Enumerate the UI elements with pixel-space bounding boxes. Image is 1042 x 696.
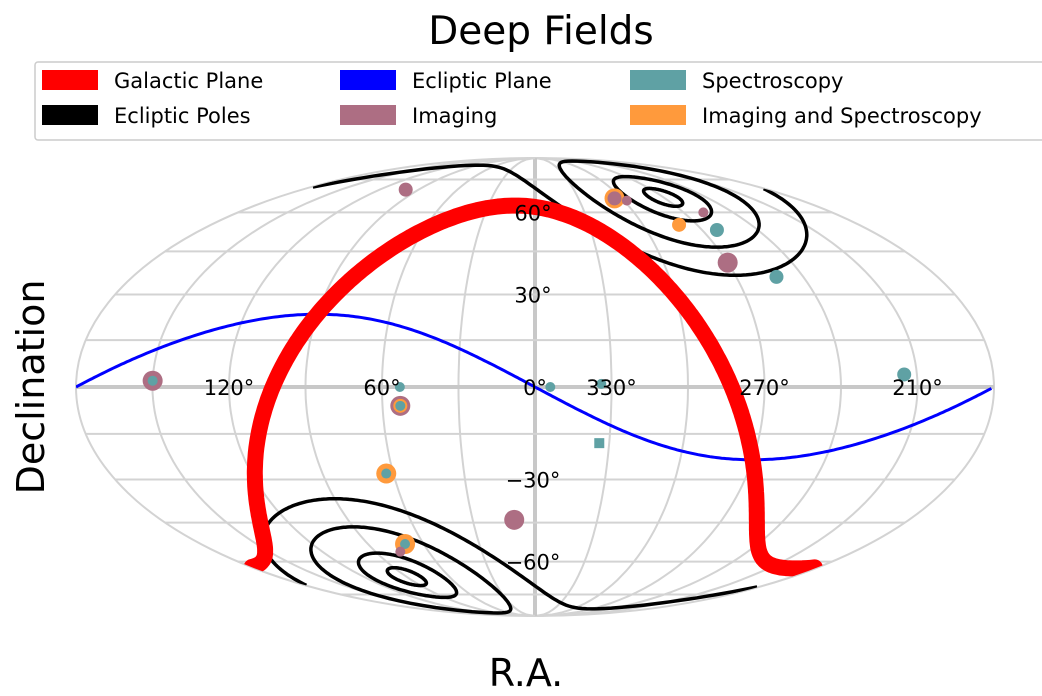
data-point-spectro [709, 223, 724, 238]
x-axis-label: R.A. [489, 651, 564, 695]
data-point-img_spec [672, 217, 687, 232]
data-point-spectro [394, 382, 405, 392]
legend-label-ecl_poles: Ecliptic Poles [114, 104, 251, 128]
ecliptic-pole-contour [611, 174, 714, 223]
galactic-plane-line [243, 197, 823, 577]
legend-swatch-img_spec [630, 105, 686, 125]
legend-swatch-ecliptic [340, 70, 396, 90]
legend-swatch-ecl_poles [42, 105, 98, 125]
data-point-spectro [147, 375, 158, 386]
data-point-spectro [395, 400, 406, 411]
data-point-spectro [381, 468, 392, 479]
data-point-imaging [504, 509, 525, 530]
y-axis-label: Declination [9, 280, 53, 495]
x-tick-label: 270° [739, 376, 790, 400]
data-point-spectro [897, 367, 912, 382]
data-point-imaging [395, 546, 406, 557]
data-point-imaging [621, 195, 632, 206]
legend-swatch-imaging [340, 105, 396, 125]
data-point-spectro [545, 382, 556, 392]
ecliptic-pole-contour [641, 186, 685, 209]
tick-labels: 120° 60° 0° 330° 270° 210° 60° 30° −30° −60° [204, 201, 943, 574]
x-tick-label: 120° [204, 376, 255, 400]
data-point-imaging [698, 207, 709, 218]
legend-label-imaging: Imaging [412, 104, 497, 128]
legend-label-ecliptic: Ecliptic Plane [412, 69, 552, 93]
sky-plot-area [76, 159, 993, 615]
data-point-spectro [400, 538, 411, 549]
ecliptic-pole-contour [309, 525, 513, 615]
data-point-spectro [596, 378, 607, 389]
y-tick-label: −60° [506, 551, 561, 575]
y-tick-label: −30° [506, 469, 561, 493]
legend-box [34, 61, 1042, 141]
legend-swatch-galactic [42, 70, 98, 90]
legend-label-galactic: Galactic Plane [114, 69, 263, 93]
data-point-imaging [607, 191, 622, 206]
ecliptic-pole-contour [385, 565, 429, 588]
legend: Galactic Plane Ecliptic Poles Ecliptic Pla… [34, 61, 1042, 141]
x-tick-label: 60° [363, 376, 400, 400]
legend-swatch-spectro [630, 70, 686, 90]
ecliptic-pole-contour [356, 551, 459, 600]
x-tick-label: 330° [586, 376, 637, 400]
data-point-spectro [769, 269, 784, 284]
ecliptic-pole-contour [557, 159, 761, 249]
x-tick-label: 0° [523, 376, 547, 400]
data-point-imaging [717, 252, 738, 273]
chart-title: Deep Fields [428, 9, 654, 54]
legend-label-spectro: Spectroscopy [702, 69, 843, 93]
y-tick-label: 30° [514, 283, 551, 307]
ecliptic-plane-line [76, 312, 993, 462]
y-tick-label: 60° [514, 201, 551, 225]
x-tick-label: 210° [892, 376, 943, 400]
data-point-spectro [594, 438, 605, 449]
data-point-imaging [398, 182, 413, 197]
legend-label-img_spec: Imaging and Spectroscopy [702, 104, 982, 128]
